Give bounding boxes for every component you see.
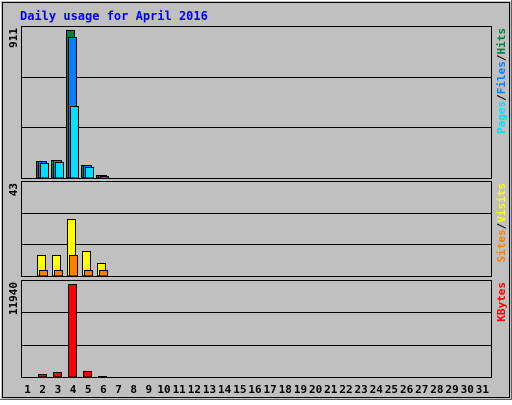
x-tick-label-day-12: 12	[188, 383, 201, 396]
bar-pages-day-4	[70, 106, 79, 179]
x-tick-label-day-19: 19	[294, 383, 307, 396]
x-tick-label-day-29: 29	[445, 383, 458, 396]
x-tick-label-day-5: 5	[85, 383, 92, 396]
legend-entry: /	[495, 94, 508, 101]
x-tick-label-day-8: 8	[130, 383, 137, 396]
x-tick-label-day-14: 14	[218, 383, 232, 396]
bar-sites-day-4	[69, 255, 78, 277]
legend-entry: Visits	[495, 183, 508, 223]
x-tick-label-day-17: 17	[264, 383, 277, 396]
x-tick-label-day-20: 20	[309, 383, 322, 396]
x-tick-label-day-24: 24	[370, 383, 384, 396]
bar-sites-day-5	[84, 270, 93, 277]
legend-entry: Sites	[495, 229, 508, 262]
panel-legend: KBytes	[495, 282, 508, 322]
chart-title: Daily usage for April 2016	[20, 9, 208, 23]
legend-entry: Pages	[495, 101, 508, 134]
x-tick-label-day-28: 28	[430, 383, 443, 396]
x-tick-label-day-11: 11	[173, 383, 187, 396]
x-tick-label-day-6: 6	[100, 383, 107, 396]
bar-kbytes-day-2	[38, 374, 47, 378]
x-tick-label-day-27: 27	[415, 383, 428, 396]
x-tick-label-day-25: 25	[385, 383, 398, 396]
x-tick-label-day-22: 22	[339, 383, 352, 396]
x-tick-label-day-21: 21	[324, 383, 338, 396]
legend-entry: Files	[495, 61, 508, 94]
panel-legend: Sites/Visits	[495, 183, 508, 263]
x-tick-label-day-3: 3	[55, 383, 62, 396]
x-tick-label-day-7: 7	[115, 383, 122, 396]
bar-kbytes-day-5	[83, 371, 92, 378]
panel-border	[21, 181, 492, 277]
x-tick-label-day-16: 16	[248, 383, 262, 396]
panel-max-label: 43	[7, 183, 20, 196]
x-tick-label-day-1: 1	[24, 383, 31, 396]
x-tick-label-day-2: 2	[39, 383, 46, 396]
panel-border	[21, 280, 492, 378]
x-tick-label-day-10: 10	[157, 383, 170, 396]
panel-max-label: 911	[7, 28, 20, 48]
x-tick-label-day-18: 18	[279, 383, 292, 396]
bar-pages-day-6	[100, 176, 109, 179]
x-tick-label-day-23: 23	[355, 383, 368, 396]
bar-sites-day-3	[54, 270, 63, 277]
bar-kbytes-day-3	[53, 372, 62, 378]
panel-border	[21, 26, 492, 179]
legend-entry: /	[495, 222, 508, 229]
panel-kbytes: 11940 KBytes	[7, 280, 508, 378]
x-tick-label-day-4: 4	[70, 383, 77, 396]
bar-kbytes-day-4	[68, 284, 77, 378]
x-tick-label-day-9: 9	[146, 383, 153, 396]
bar-pages-day-5	[85, 167, 94, 179]
x-tick-label-day-13: 13	[203, 383, 216, 396]
legend-entry: /	[495, 54, 508, 61]
x-tick-label-day-26: 26	[400, 383, 414, 396]
bar-pages-day-2	[40, 163, 49, 179]
panel-visits-sites: 43 Sites/Visits	[7, 181, 508, 277]
bar-sites-day-6	[99, 270, 108, 277]
x-tick-label-day-31: 31	[476, 383, 490, 396]
x-tick-label-day-15: 15	[233, 383, 246, 396]
bar-pages-day-3	[55, 162, 64, 179]
legend-entry: KBytes	[495, 282, 508, 322]
bar-sites-day-2	[39, 270, 48, 277]
x-tick-label-day-30: 30	[461, 383, 474, 396]
panel-legend: Pages/Files/Hits	[495, 28, 508, 134]
bar-kbytes-day-6	[98, 376, 107, 378]
panel-max-label: 11940	[7, 282, 20, 315]
legend-entry: Hits	[495, 28, 508, 55]
frame-border	[2, 2, 510, 398]
